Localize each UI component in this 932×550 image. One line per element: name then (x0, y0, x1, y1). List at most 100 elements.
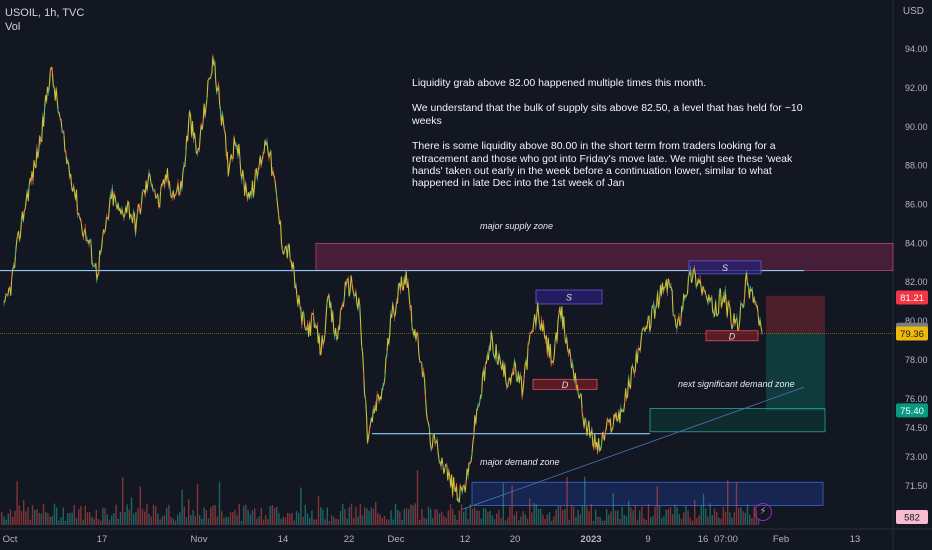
x-tick-label: Feb (773, 534, 789, 545)
volume-bar (711, 515, 713, 525)
x-tick-label: 13 (850, 534, 861, 545)
symbol-label[interactable]: USOIL, 1h, TVC (5, 7, 85, 19)
volume-bar (333, 516, 335, 525)
volume-bar (724, 511, 727, 525)
volume-bar (568, 519, 570, 525)
volume-bar (678, 514, 680, 525)
volume-bar (104, 508, 106, 525)
volume-bar (647, 504, 650, 525)
demand-marker-d-box (532, 378, 598, 390)
volume-bar (599, 517, 601, 525)
volume-bar (392, 519, 394, 525)
volume-bar (423, 517, 425, 525)
volume-bar (91, 516, 93, 525)
volume-bar (694, 500, 696, 525)
volume-bar (309, 517, 311, 525)
volume-bar (665, 509, 667, 525)
price-axis (893, 0, 932, 550)
volume-bar (619, 519, 621, 525)
supply-marker-s-label: S (566, 292, 572, 302)
volume-bar (111, 515, 113, 525)
volume-bar (260, 507, 262, 525)
x-tick-label: Dec (388, 534, 405, 545)
volume-bar (276, 506, 278, 525)
volume-bar (1, 512, 3, 525)
volume-bar (469, 504, 471, 525)
volume-bar (89, 512, 91, 525)
volume-bar (317, 496, 320, 525)
x-tick-label: 2023 (580, 534, 601, 545)
volume-bar (298, 513, 300, 525)
volume-bar (489, 510, 491, 525)
price-tag (896, 326, 928, 341)
volume-bar (513, 515, 515, 525)
volume-bar (23, 500, 25, 525)
volume-bar (658, 505, 661, 525)
volume-bar (471, 508, 474, 525)
volume-bar (166, 507, 168, 525)
y-tick-label: 76.00 (905, 394, 928, 404)
indicator-label[interactable]: Vol (5, 21, 21, 33)
volume-bar (339, 510, 342, 525)
x-tick-label: 20 (510, 534, 521, 545)
volume-bar (348, 507, 350, 525)
volume-bar (291, 512, 293, 525)
volume-bar (564, 508, 566, 525)
volume-bar (282, 517, 284, 525)
volume-bar (163, 515, 166, 525)
volume-bar (179, 512, 181, 525)
volume-bar (245, 504, 247, 525)
volume-bar (108, 519, 111, 525)
volume-bar (128, 509, 130, 525)
volume-bar (639, 510, 641, 525)
volume-bar (485, 508, 487, 525)
volume-bar (388, 519, 390, 525)
y-tick-label: 80.00 (905, 316, 928, 326)
volume-bar (645, 519, 647, 525)
trend-line (461, 386, 805, 510)
volume-bar (36, 509, 38, 525)
volume-bar (16, 481, 18, 525)
y-tick-label: 84.00 (905, 238, 928, 248)
volume-bar (5, 519, 7, 525)
volume-bar (504, 520, 507, 525)
volume-bar (623, 514, 625, 525)
volume-bar (614, 510, 617, 525)
volume-bar (707, 516, 709, 525)
volume-bar (42, 503, 45, 525)
volume-bar (672, 514, 674, 525)
volume-bar (38, 512, 40, 525)
volume-bar (256, 518, 258, 525)
volume-bar (524, 514, 526, 525)
volume-bar (403, 509, 405, 525)
y-tick-label: 73.00 (905, 452, 928, 462)
volume-bar (278, 513, 280, 525)
volume-bar (218, 482, 221, 525)
volume-bar (71, 512, 73, 525)
volume-bar (304, 504, 306, 525)
x-tick-label: 12 (460, 534, 471, 545)
volume-bar (434, 509, 436, 525)
volume-bar (520, 516, 522, 525)
volume-bar (293, 520, 295, 525)
volume-bar (97, 519, 100, 525)
volume-bar (621, 507, 623, 525)
lightning-icon[interactable]: ⚡ (754, 503, 772, 521)
volume-bar (315, 519, 317, 525)
y-tick-label: 74.50 (905, 423, 928, 433)
volume-bar (667, 509, 669, 525)
volume-bar (188, 499, 190, 525)
volume-bar (529, 498, 531, 525)
volume-bar (254, 508, 256, 525)
volume-bar (586, 506, 588, 525)
volume-bar (243, 505, 245, 525)
volume-bar (718, 517, 720, 525)
volume-bar (566, 477, 568, 525)
volume-bar (139, 486, 141, 525)
volume-bar (535, 504, 537, 525)
volume-bar (346, 518, 348, 525)
volume-bar (581, 505, 584, 525)
x-tick-label: 9 (645, 534, 650, 545)
note-line-2: We understand that the bulk of supply si… (412, 102, 803, 127)
